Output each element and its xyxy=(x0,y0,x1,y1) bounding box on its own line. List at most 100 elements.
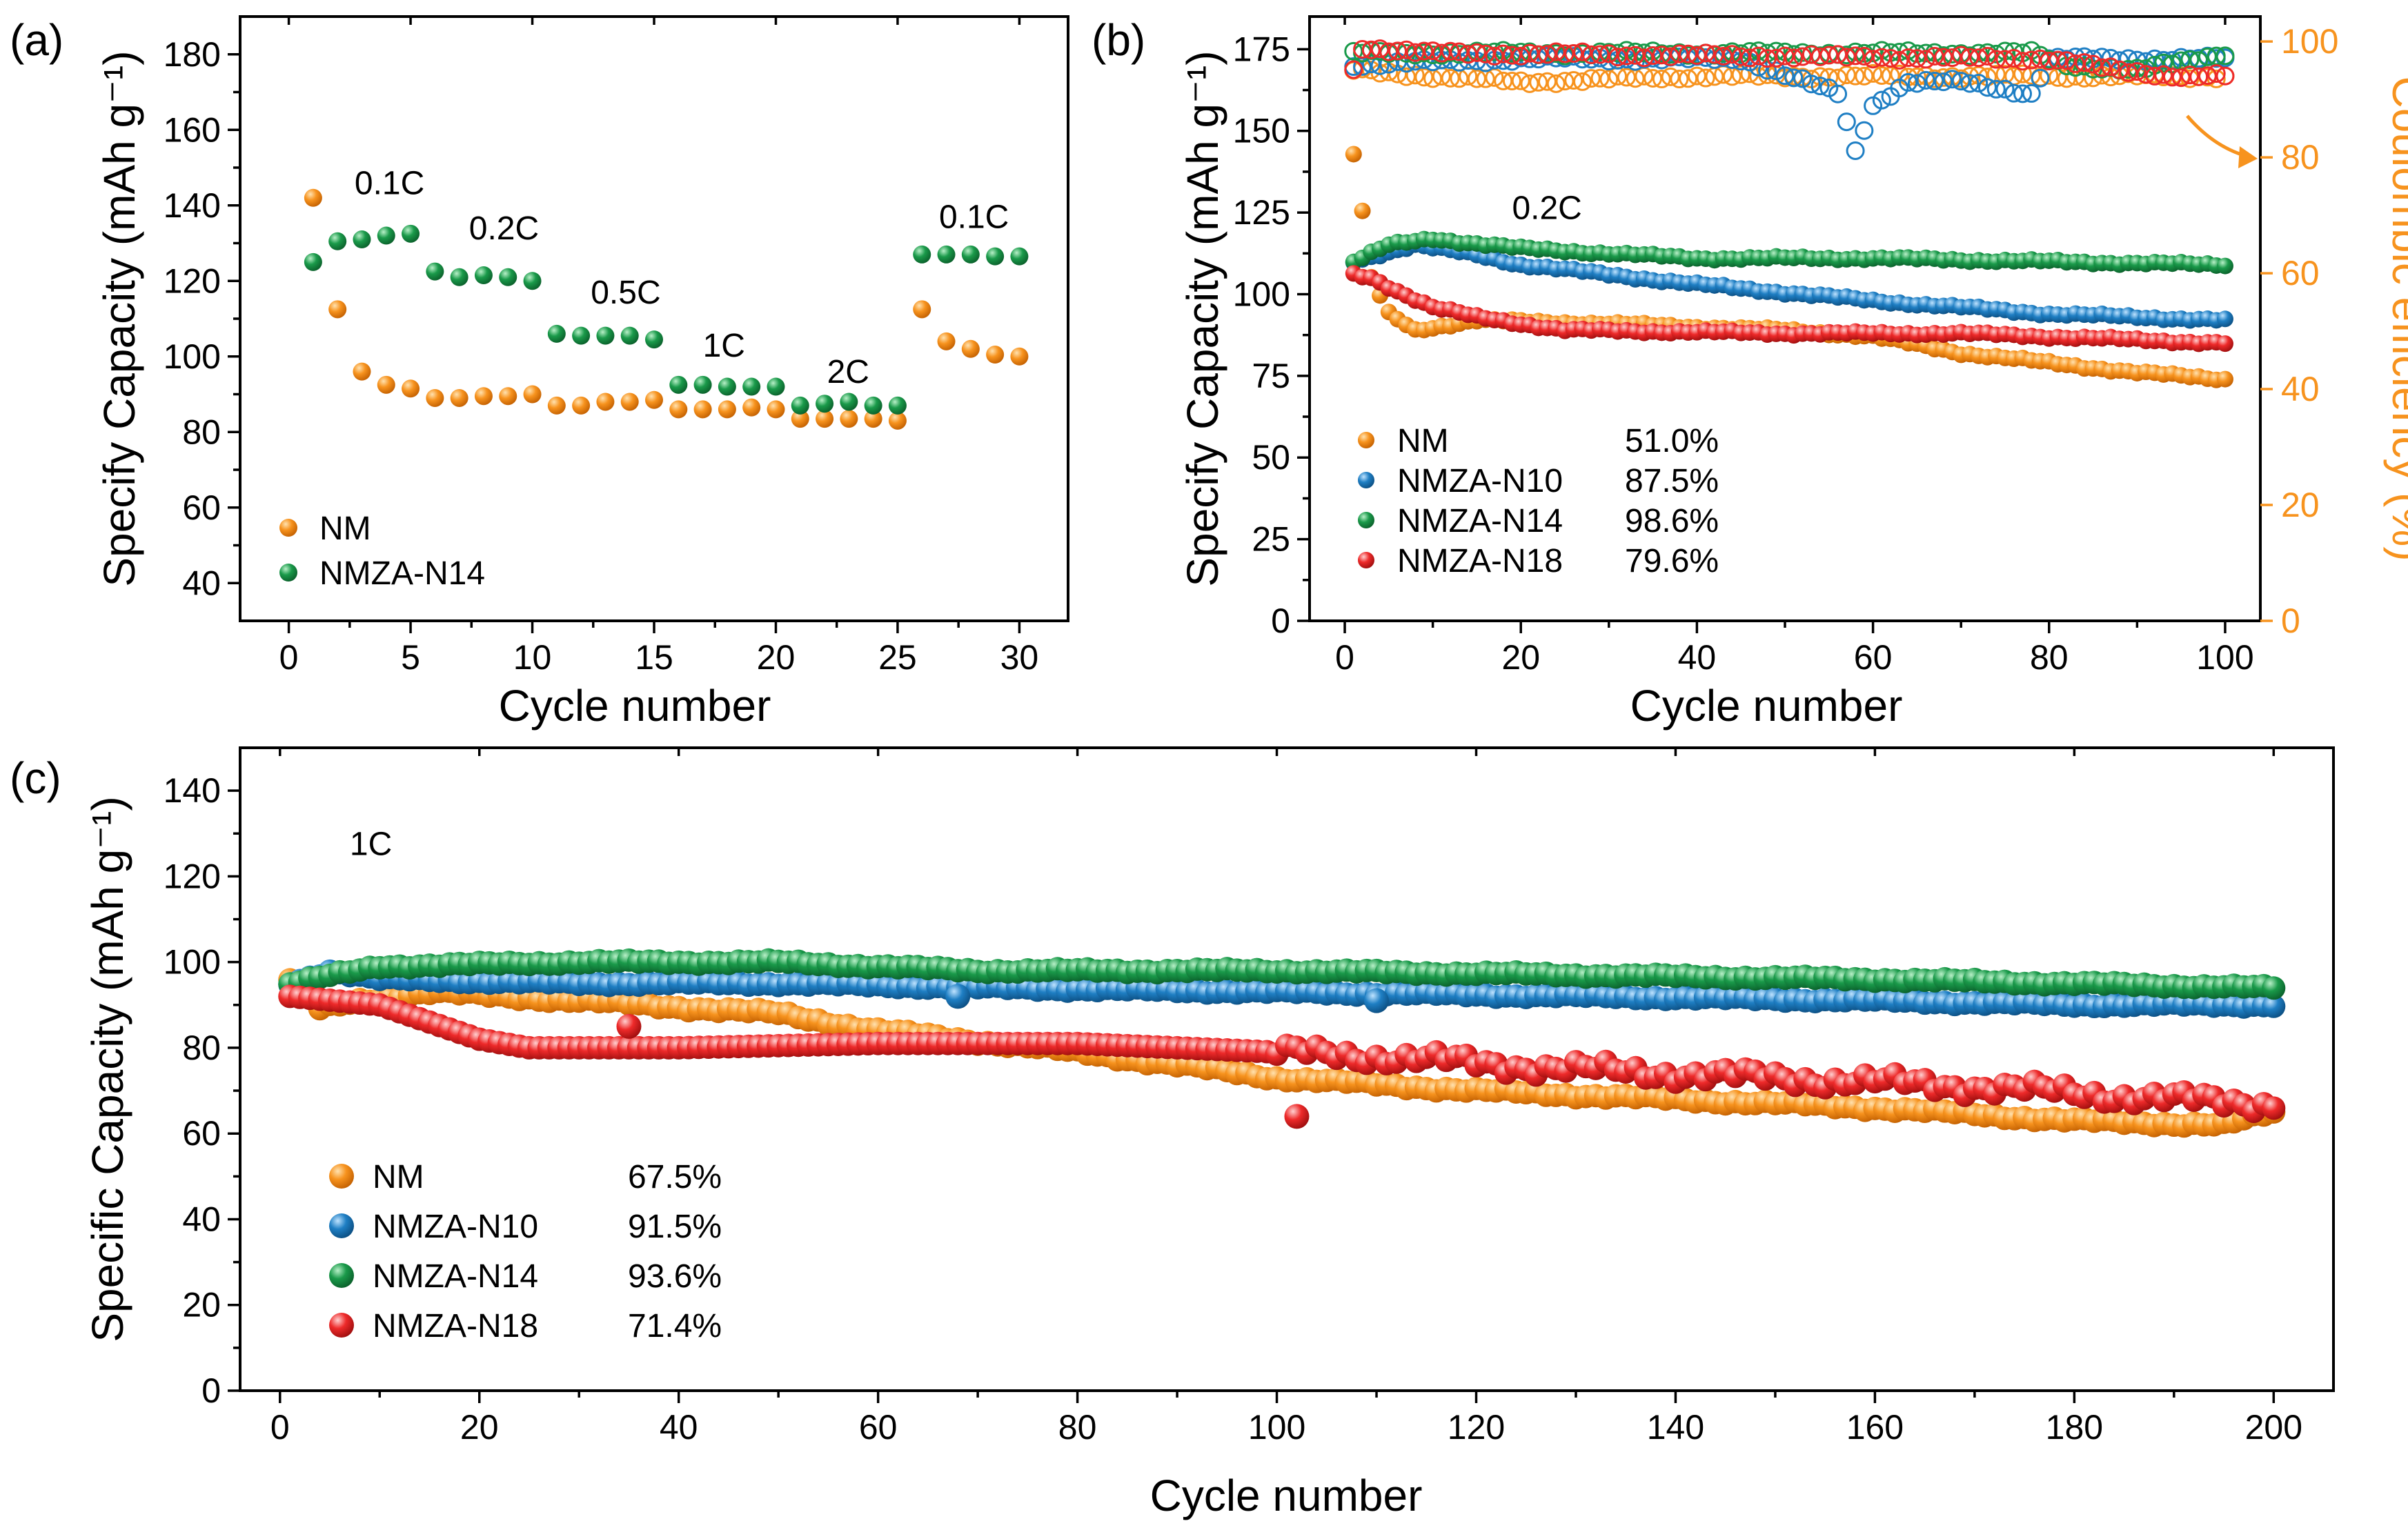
ce-point-nmza-n10 xyxy=(1379,54,1399,74)
ce-point-nmza-n18 xyxy=(2136,65,2155,84)
ce-point-nmza-n18 xyxy=(1899,48,1918,68)
point-nmza-n14-c19 xyxy=(742,377,761,396)
legend-marker-nmza-n18 xyxy=(1358,552,1374,568)
ce-point-nmza-n18 xyxy=(1696,43,1715,63)
y2-tick-label: 0 xyxy=(2281,602,2300,640)
point-nm-c29 xyxy=(986,346,1005,364)
ce-point-nmza-n18 xyxy=(1502,46,1521,65)
panel-b-ticks: 0 20 40 60 80 100 0 25 50 75 100 125 150 175 0 20 40 60 80… xyxy=(1233,17,2338,677)
point-nm-c28 xyxy=(961,339,980,358)
ce-point-nmza-n18 xyxy=(2198,66,2217,86)
point-nm-c25 xyxy=(888,411,907,430)
x-tick-label: 60 xyxy=(859,1408,898,1447)
y-tick-label: 40 xyxy=(182,1200,221,1238)
point-nm-c5 xyxy=(402,379,420,398)
point-nm-c20 xyxy=(767,400,785,419)
ce-point-nmza-n18 xyxy=(1379,42,1399,61)
ce-point-nmza-n18 xyxy=(2013,52,2032,71)
panel-c-points xyxy=(278,948,2286,1138)
ce-point-nm xyxy=(1520,74,1539,93)
y-tick-label: 125 xyxy=(1233,193,1290,232)
ce-point-nmza-n18 xyxy=(1775,46,1795,66)
point-nmza-n14-c15 xyxy=(645,330,663,349)
x-tick-label: 25 xyxy=(878,638,917,677)
ce-point-nmza-n18 xyxy=(1925,46,1944,66)
point-nm-c100 xyxy=(2216,370,2233,388)
ce-point-nmza-n14 xyxy=(2215,46,2235,66)
panel-a-points xyxy=(304,188,1029,430)
legend-marker-nm xyxy=(279,519,297,537)
ce-point-nmza-n18 xyxy=(1740,48,1759,68)
y-tick-label: 60 xyxy=(182,1114,221,1153)
ce-point-nmza-n14 xyxy=(2154,53,2173,72)
y-tick-label: 60 xyxy=(182,488,221,527)
point-nm-c14 xyxy=(620,393,639,411)
panel-c-annotations: 1C xyxy=(350,826,392,862)
legend-value-nmza-n10: 91.5% xyxy=(628,1209,722,1245)
x-tick-label: 40 xyxy=(1678,638,1717,677)
ce-point-nm xyxy=(2022,66,2041,85)
ce-point-nm xyxy=(1467,69,1486,88)
ce-point-nmza-n18 xyxy=(1907,49,1926,68)
ce-point-nmza-n18 xyxy=(2154,65,2173,84)
ce-point-nmza-n18 xyxy=(1414,41,1434,61)
ce-point-nm xyxy=(1644,68,1663,88)
point-nmza-n14-c16 xyxy=(669,375,688,394)
y-tick-label: 140 xyxy=(164,771,221,810)
ce-point-nmza-n18 xyxy=(2145,66,2164,86)
ce-point-nmza-n18 xyxy=(1581,45,1601,64)
x-tick-label: 0 xyxy=(1335,638,1354,677)
ce-point-nmza-n14 xyxy=(2198,47,2217,66)
point-nm-c1 xyxy=(1345,146,1362,163)
x-tick-label: 100 xyxy=(2196,638,2253,677)
ce-point-nmza-n10 xyxy=(1925,72,1944,91)
ce-point-nmza-n18 xyxy=(1960,48,1980,67)
ce-point-nm xyxy=(1581,69,1601,88)
y2-tick-label: 100 xyxy=(2281,22,2338,61)
point-nm-c30 xyxy=(1010,347,1029,366)
legend-value-nmza-n14: 93.6% xyxy=(628,1258,722,1295)
ce-point-nmza-n14 xyxy=(2207,46,2226,66)
point-nm-c7 xyxy=(450,388,468,407)
point-nmza-n14-c9 xyxy=(499,268,517,286)
legend-label-nmza-n14: NMZA-N14 xyxy=(1397,503,1563,539)
legend-label-nmza-n10: NMZA-N10 xyxy=(373,1209,538,1245)
point-nmza-n14-c10 xyxy=(523,272,542,290)
x-tick-label: 5 xyxy=(401,638,420,677)
point-nm-c16 xyxy=(669,400,688,419)
ce-point-nm xyxy=(1546,74,1566,93)
point-nmza-n14-c18 xyxy=(718,377,736,396)
y-tick-label: 20 xyxy=(182,1286,221,1324)
ce-point-nmza-n18 xyxy=(1405,43,1425,62)
legend-label-nmza-n14: NMZA-N14 xyxy=(373,1258,538,1295)
point-nm-c2 xyxy=(1354,202,1371,219)
point-nm-c19 xyxy=(742,398,761,417)
point-nmza-n14-c21 xyxy=(791,396,809,415)
legend-value-nmza-n18: 79.6% xyxy=(1625,543,1719,579)
ce-point-nmza-n18 xyxy=(1626,46,1645,65)
panel-b: (b) 0 20 40 60 80 100 0 25 50 75 100 125 150 175 0 20 40… xyxy=(1092,15,2408,731)
panel-a: (a) 0 5 10 15 20 25 30 40 60 80 100 120 140 160 180 0.… xyxy=(10,15,1069,731)
ce-point-nmza-n10 xyxy=(1960,74,1980,93)
panel-c-ylabel: Specific Capacity (mAh g⁻¹) xyxy=(83,796,132,1342)
ce-point-nmza-n18 xyxy=(1599,44,1619,63)
ce-point-nmza-n18 xyxy=(2084,54,2103,74)
ce-point-nmza-n18 xyxy=(2066,54,2085,73)
ce-point-nm xyxy=(1617,68,1636,87)
ce-point-nm xyxy=(1441,68,1460,88)
point-nmza-n18-outlier xyxy=(616,1013,642,1039)
point-nmza-n14-c7 xyxy=(450,268,468,286)
ce-point-nmza-n10 xyxy=(1951,72,1971,91)
ce-point-nmza-n14 xyxy=(1969,43,1988,63)
ce-point-nmza-n10 xyxy=(1802,75,1821,94)
legend-label-nm: NM xyxy=(319,510,371,547)
legend-label-nm: NM xyxy=(1397,423,1449,459)
ce-point-nmza-n10 xyxy=(1942,70,1962,89)
ce-point-nmza-n10 xyxy=(2031,68,2050,88)
y-tick-label: 25 xyxy=(1252,520,1290,559)
x-tick-label: 60 xyxy=(1854,638,1893,677)
x-tick-label: 80 xyxy=(2030,638,2069,677)
ce-point-nmza-n10 xyxy=(1846,141,1865,160)
y2-tick-label: 20 xyxy=(2281,486,2320,524)
panel-b-ylabel: Specify Capacity (mAh g⁻¹) xyxy=(1178,50,1227,586)
